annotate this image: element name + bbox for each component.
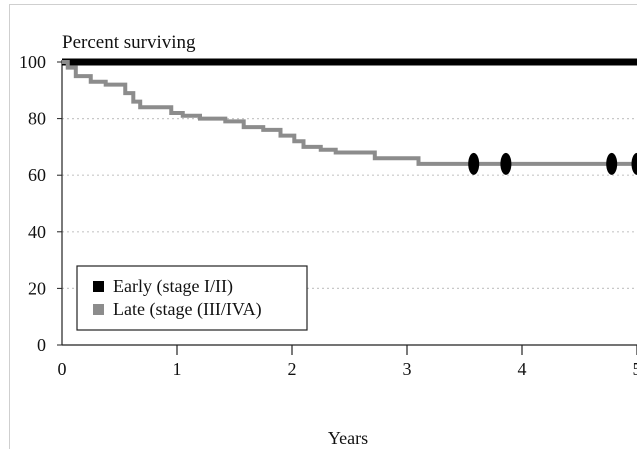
axes: [57, 60, 637, 355]
x-tick-labels: 0 1 2 3 4 5: [58, 359, 637, 379]
censor-mark: [606, 152, 618, 175]
series-lines: [62, 58, 637, 166]
x-tick-label: 1: [173, 359, 182, 379]
late-series-line: [62, 60, 637, 166]
x-axis-label: Years: [328, 428, 368, 448]
chart-frame: [9, 4, 637, 449]
legend-label: Late (stage (III/IVA): [113, 299, 262, 320]
x-tick-label: 4: [518, 359, 527, 379]
legend: Early (stage I/II)Late (stage (III/IVA): [76, 265, 308, 331]
y-tick-label: 0: [37, 335, 46, 355]
y-tick-label: 80: [28, 109, 46, 129]
y-tick-label: 100: [19, 52, 46, 72]
y-tick-label: 60: [28, 165, 46, 185]
x-tick-label: 3: [403, 359, 412, 379]
y-tick-label: 40: [28, 222, 46, 242]
grid-lines: [62, 61, 637, 289]
chart-title: Percent surviving: [62, 32, 196, 53]
legend-label: Early (stage I/II): [113, 276, 233, 297]
y-tick-label: 20: [28, 278, 46, 298]
censor-mark: [468, 152, 480, 175]
y-tick-labels: 0 20 40 60 80 100: [19, 52, 46, 355]
censor-marks: [468, 152, 637, 175]
censor-mark: [500, 152, 512, 175]
legend-swatch: [93, 281, 104, 292]
legend-swatch: [93, 304, 104, 315]
x-tick-label: 5: [633, 359, 637, 379]
x-tick-label: 2: [288, 359, 297, 379]
legend-box: [76, 265, 308, 331]
censor-mark: [631, 152, 637, 175]
x-tick-label: 0: [58, 359, 67, 379]
